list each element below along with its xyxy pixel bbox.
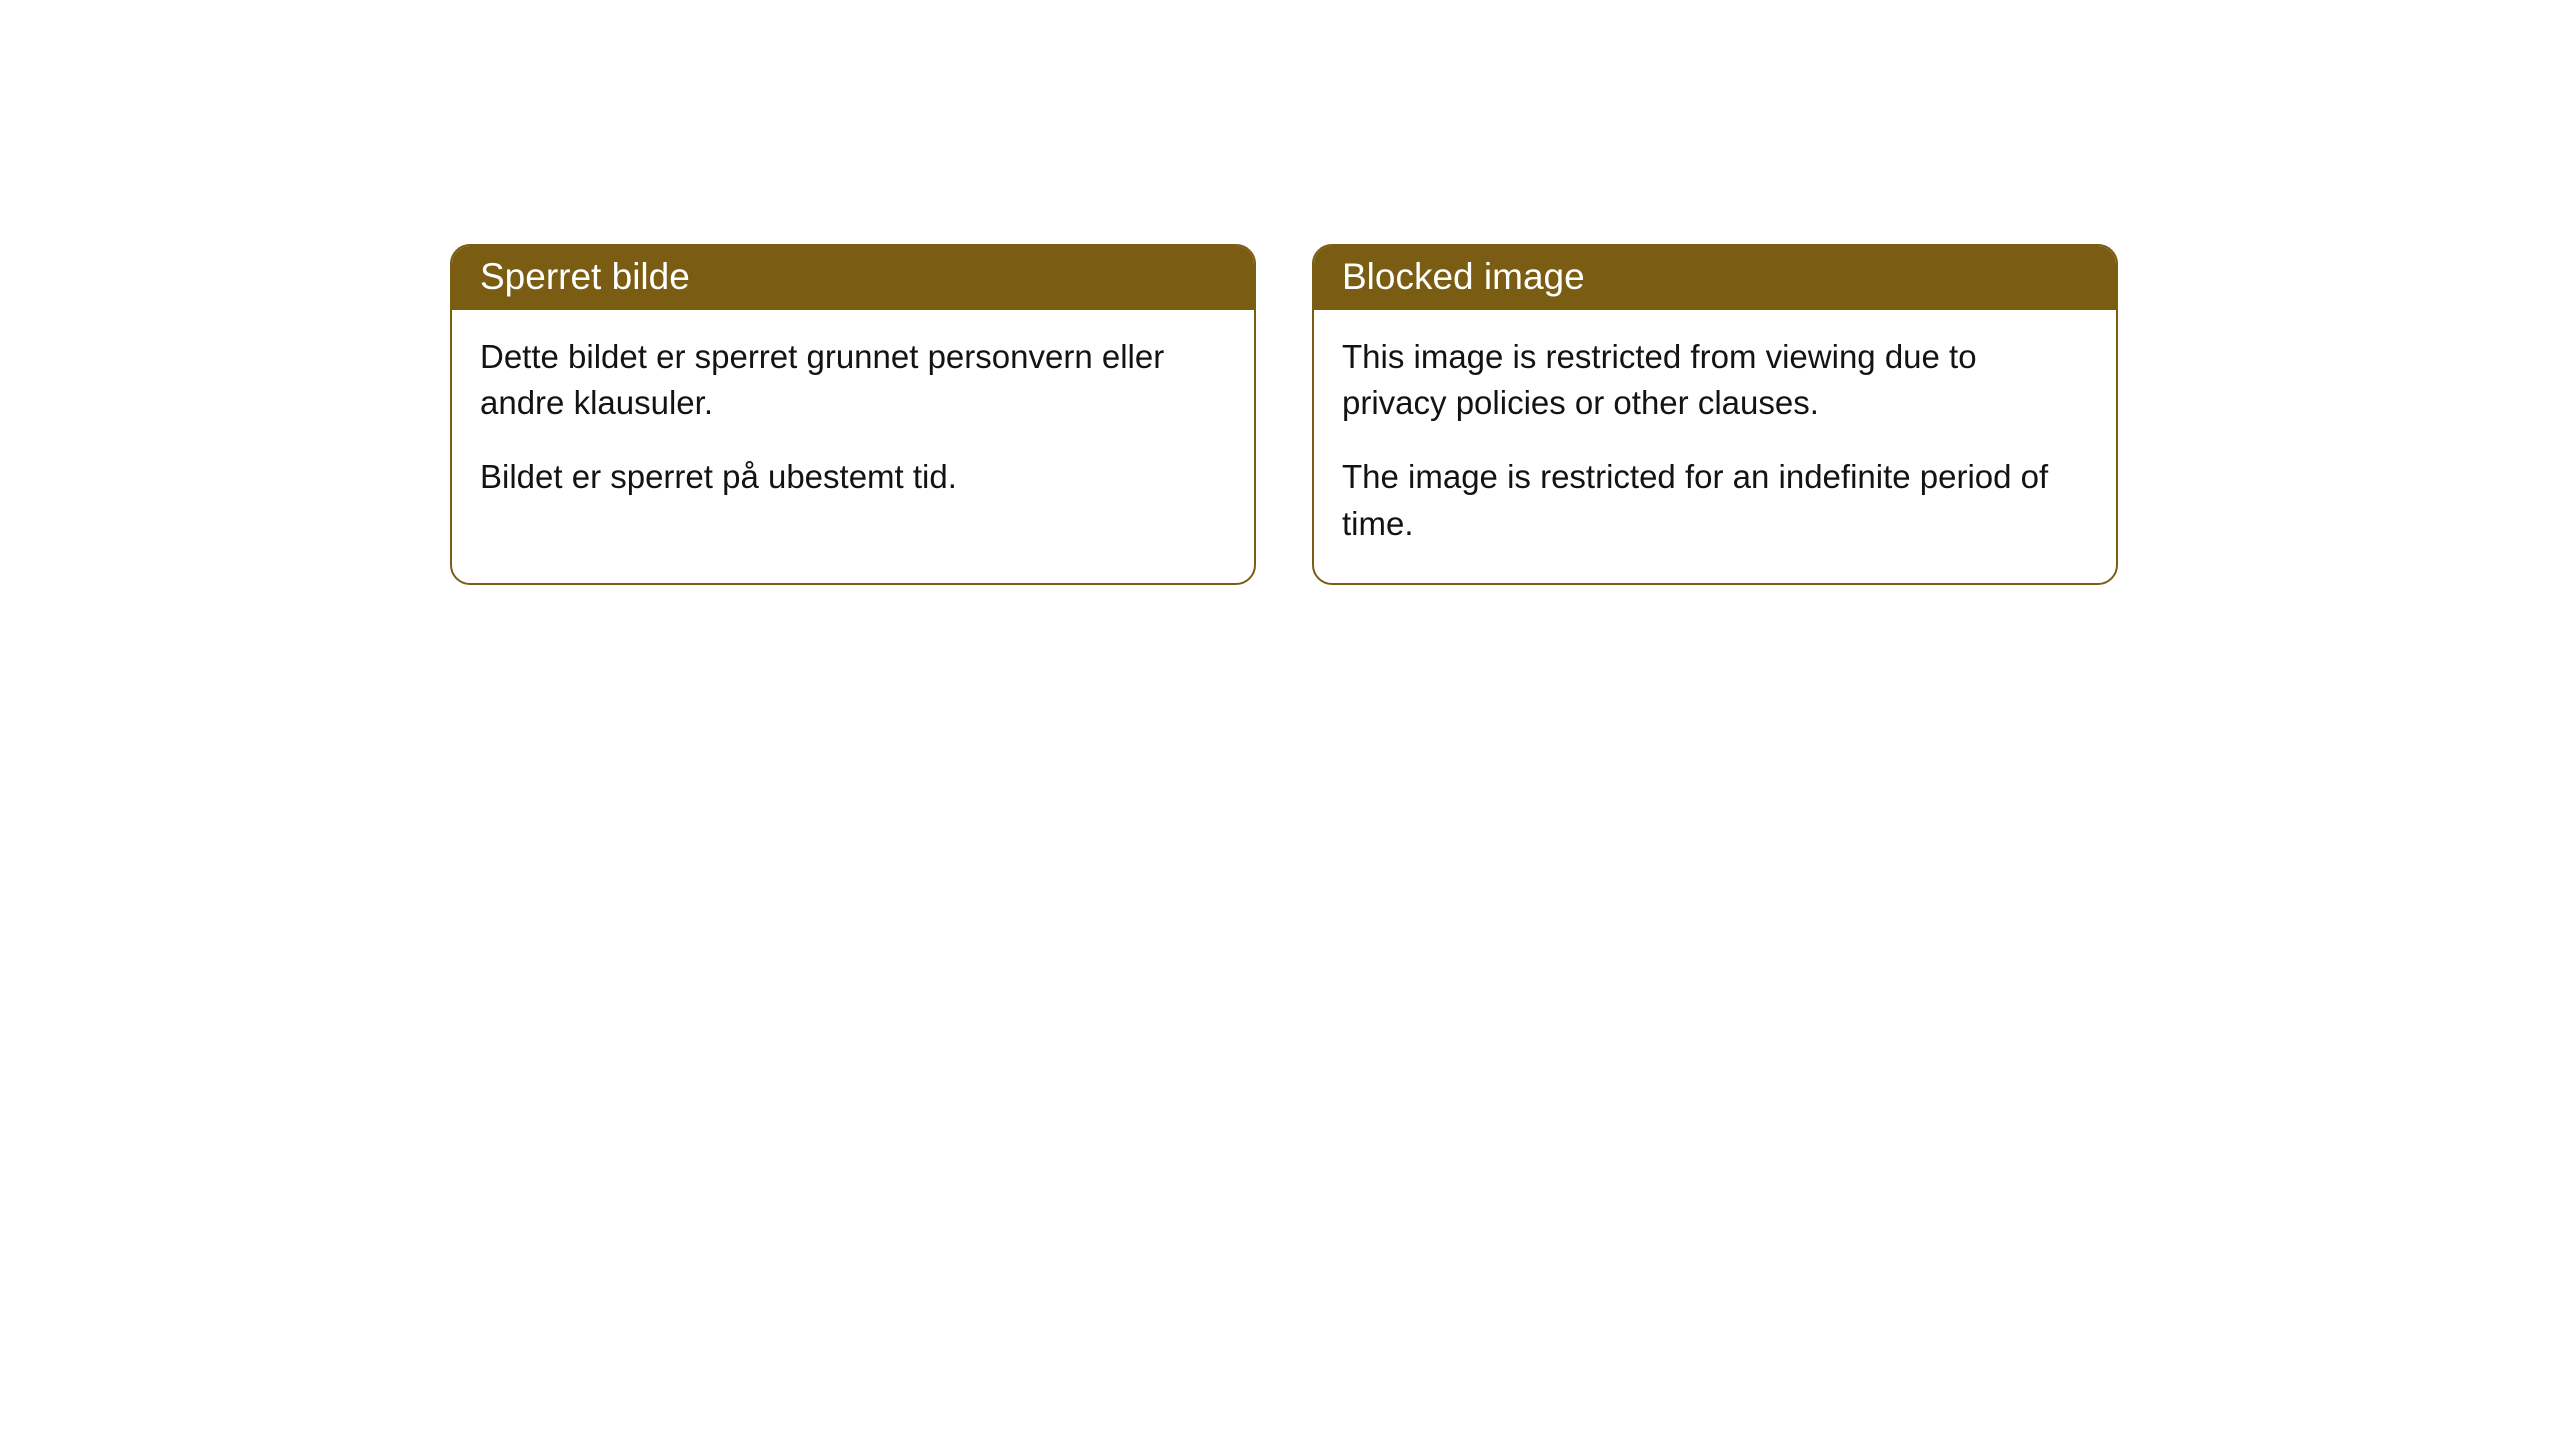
card-body-no: Dette bildet er sperret grunnet personve… — [452, 310, 1254, 537]
blocked-image-card-no: Sperret bilde Dette bildet er sperret gr… — [450, 244, 1256, 585]
card-para1-en: This image is restricted from viewing du… — [1342, 334, 2088, 426]
card-title-no: Sperret bilde — [480, 256, 690, 297]
blocked-image-card-en: Blocked image This image is restricted f… — [1312, 244, 2118, 585]
card-para2-no: Bildet er sperret på ubestemt tid. — [480, 454, 1226, 500]
card-header-no: Sperret bilde — [452, 246, 1254, 310]
card-para1-no: Dette bildet er sperret grunnet personve… — [480, 334, 1226, 426]
card-header-en: Blocked image — [1314, 246, 2116, 310]
card-title-en: Blocked image — [1342, 256, 1585, 297]
cards-container: Sperret bilde Dette bildet er sperret gr… — [0, 0, 2560, 585]
card-para2-en: The image is restricted for an indefinit… — [1342, 454, 2088, 546]
card-body-en: This image is restricted from viewing du… — [1314, 310, 2116, 583]
